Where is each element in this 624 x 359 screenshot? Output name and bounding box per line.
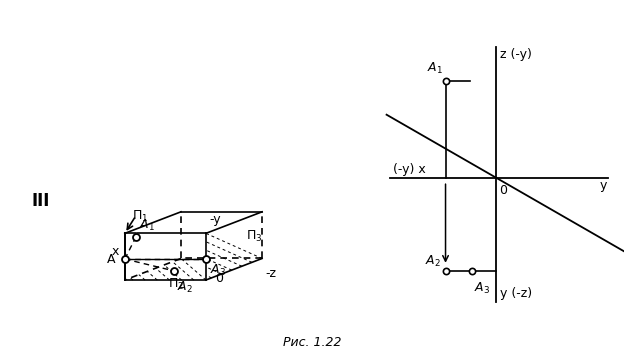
Text: $\Pi_3$: $\Pi_3$: [246, 229, 262, 244]
Text: (-y) x: (-y) x: [393, 163, 426, 176]
Text: z (-y): z (-y): [500, 48, 532, 61]
Text: Рис. 1.22: Рис. 1.22: [283, 336, 341, 349]
Text: $\Pi_1$: $\Pi_1$: [132, 209, 149, 224]
Text: $A_1$: $A_1$: [139, 218, 155, 233]
Text: x: x: [111, 245, 119, 258]
Text: $A_1$: $A_1$: [427, 61, 443, 76]
Text: III: III: [31, 192, 50, 210]
Text: -y: -y: [209, 213, 221, 226]
Text: y (-z): y (-z): [500, 287, 532, 300]
Text: $A_2$: $A_2$: [425, 254, 441, 269]
Text: -z: -z: [265, 267, 276, 280]
Text: $\Pi_2$: $\Pi_2$: [167, 277, 183, 292]
Text: $A_2$: $A_2$: [177, 280, 193, 295]
Text: 0: 0: [215, 272, 223, 285]
Text: $A_3$: $A_3$: [474, 281, 490, 296]
Text: y: y: [599, 180, 607, 192]
Text: A: A: [107, 252, 115, 266]
Text: 0: 0: [499, 184, 507, 197]
Text: $A_3$: $A_3$: [210, 263, 227, 278]
